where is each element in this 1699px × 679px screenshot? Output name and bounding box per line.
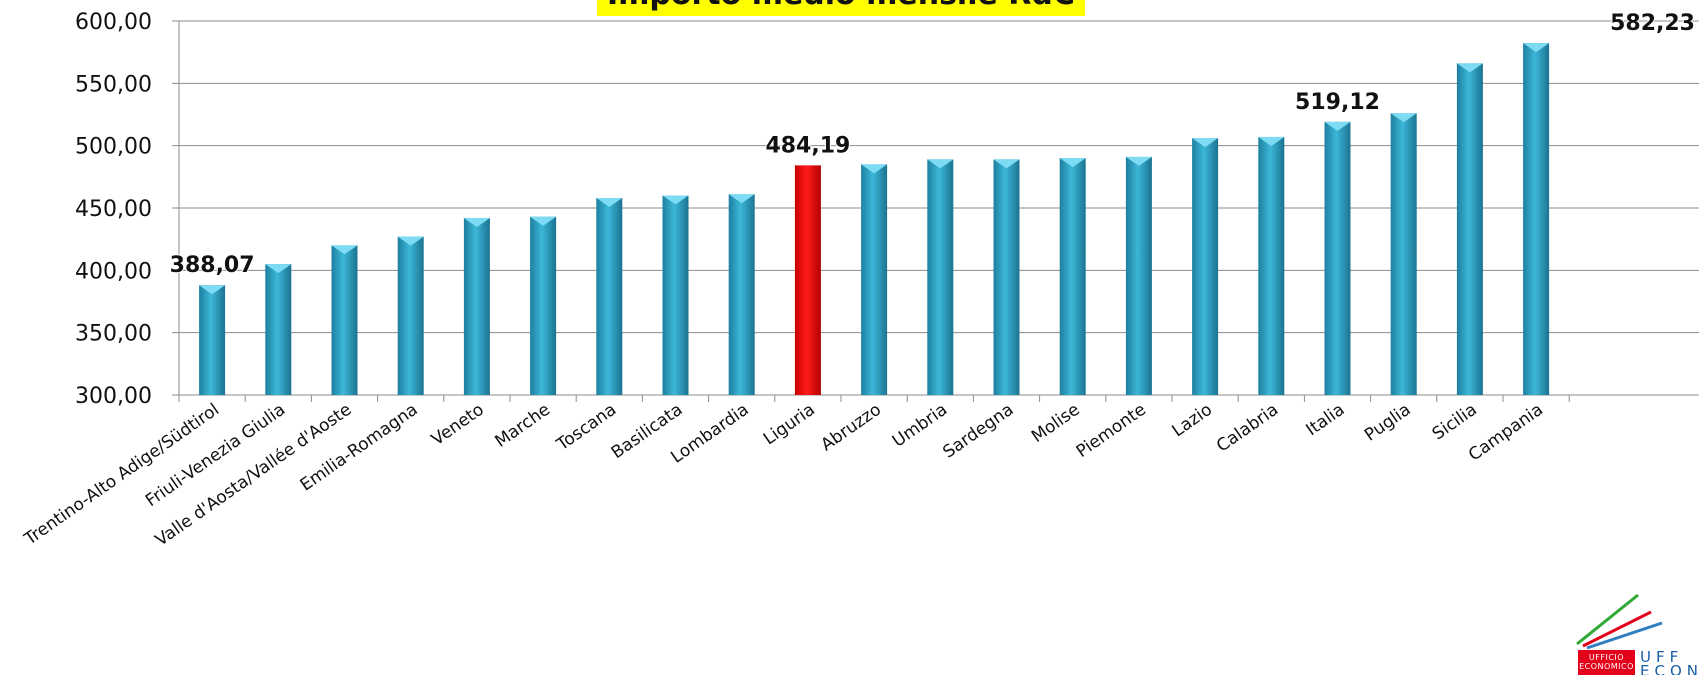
bar bbox=[1456, 63, 1483, 396]
bar bbox=[1390, 113, 1417, 396]
bar-cap bbox=[861, 164, 888, 174]
data-label: 582,23 bbox=[1610, 11, 1695, 36]
y-tick-label: 450,00 bbox=[75, 197, 152, 222]
logo-stamp-line1: UFFICIO bbox=[1588, 653, 1625, 662]
bar bbox=[596, 198, 623, 395]
bar-cap bbox=[1523, 43, 1550, 53]
bar-cap bbox=[1258, 136, 1285, 146]
logo-stamp-line2: ECONOMICO bbox=[1579, 662, 1634, 671]
x-tick-label: Campania bbox=[1465, 400, 1547, 466]
bar-cap bbox=[728, 194, 755, 204]
bar bbox=[265, 264, 292, 395]
bar bbox=[1059, 158, 1086, 395]
x-tick-label: Piemonte bbox=[1073, 400, 1150, 462]
logo-word: UFF ECONO bbox=[1640, 648, 1699, 676]
x-tick-label: Puglia bbox=[1361, 400, 1415, 446]
x-tick-label: Italia bbox=[1303, 400, 1349, 440]
bar bbox=[1324, 121, 1351, 396]
bar-cap bbox=[1324, 121, 1351, 131]
bar-cap bbox=[993, 159, 1020, 169]
y-tick-label: 300,00 bbox=[75, 384, 152, 409]
x-tick-label: Emilia-Romagna bbox=[297, 400, 422, 496]
bar-cap bbox=[331, 245, 358, 255]
bar bbox=[794, 165, 821, 395]
bar bbox=[1192, 138, 1219, 396]
bar-cap bbox=[463, 217, 490, 227]
bar bbox=[463, 217, 490, 395]
x-tick-label: Marche bbox=[491, 400, 553, 452]
y-tick-label: 500,00 bbox=[75, 135, 152, 160]
bar-cap bbox=[1192, 138, 1219, 148]
bar bbox=[662, 195, 689, 395]
bar-cap bbox=[1456, 63, 1483, 73]
y-tick-label: 350,00 bbox=[75, 322, 152, 347]
bar bbox=[1523, 43, 1550, 396]
bar bbox=[927, 159, 954, 395]
x-tick-label: Lazio bbox=[1169, 400, 1216, 442]
x-tick-label: Calabria bbox=[1213, 400, 1282, 457]
bar-cap bbox=[1059, 158, 1086, 168]
y-tick-label: 550,00 bbox=[75, 72, 152, 97]
bar bbox=[530, 216, 557, 395]
x-tick-label: Molise bbox=[1028, 400, 1084, 447]
y-tick-label: 400,00 bbox=[75, 259, 152, 284]
x-tick-label: Abruzzo bbox=[817, 400, 885, 456]
bar bbox=[861, 164, 888, 395]
bar bbox=[993, 159, 1020, 395]
data-label: 484,19 bbox=[765, 133, 850, 158]
x-tick-label: Liguria bbox=[760, 400, 819, 450]
bar bbox=[199, 285, 226, 395]
logo: UFFICIO ECONOMICO UFF ECONO bbox=[1565, 590, 1699, 675]
bar bbox=[397, 236, 424, 395]
data-label: 519,12 bbox=[1295, 90, 1380, 115]
bar bbox=[1258, 136, 1285, 395]
bar-cap bbox=[927, 159, 954, 169]
bar-cap bbox=[596, 198, 623, 208]
bar-cap bbox=[530, 216, 557, 226]
bar bbox=[1125, 156, 1152, 395]
bar-cap bbox=[1125, 156, 1152, 166]
logo-word-line2: ECONO bbox=[1640, 662, 1699, 676]
logo-stripes-icon bbox=[1576, 593, 1663, 650]
x-tick-label: Sicilia bbox=[1429, 400, 1481, 445]
bar bbox=[331, 245, 358, 395]
bar-cap bbox=[397, 236, 424, 246]
x-tick-label: Veneto bbox=[428, 400, 488, 450]
bar bbox=[728, 194, 755, 395]
bar-cap bbox=[199, 285, 226, 295]
logo-word-line1: UFF bbox=[1640, 648, 1684, 666]
bar-cap bbox=[1390, 113, 1417, 123]
bar-cap bbox=[662, 195, 689, 205]
logo-stamp: UFFICIO ECONOMICO bbox=[1578, 650, 1635, 675]
bar-cap bbox=[265, 264, 292, 274]
x-tick-label: Sardegna bbox=[939, 400, 1017, 463]
y-tick-label: 600,00 bbox=[75, 10, 152, 35]
chart-title: Importo medio mensile RdC bbox=[597, 0, 1085, 16]
data-label: 388,07 bbox=[170, 253, 255, 278]
